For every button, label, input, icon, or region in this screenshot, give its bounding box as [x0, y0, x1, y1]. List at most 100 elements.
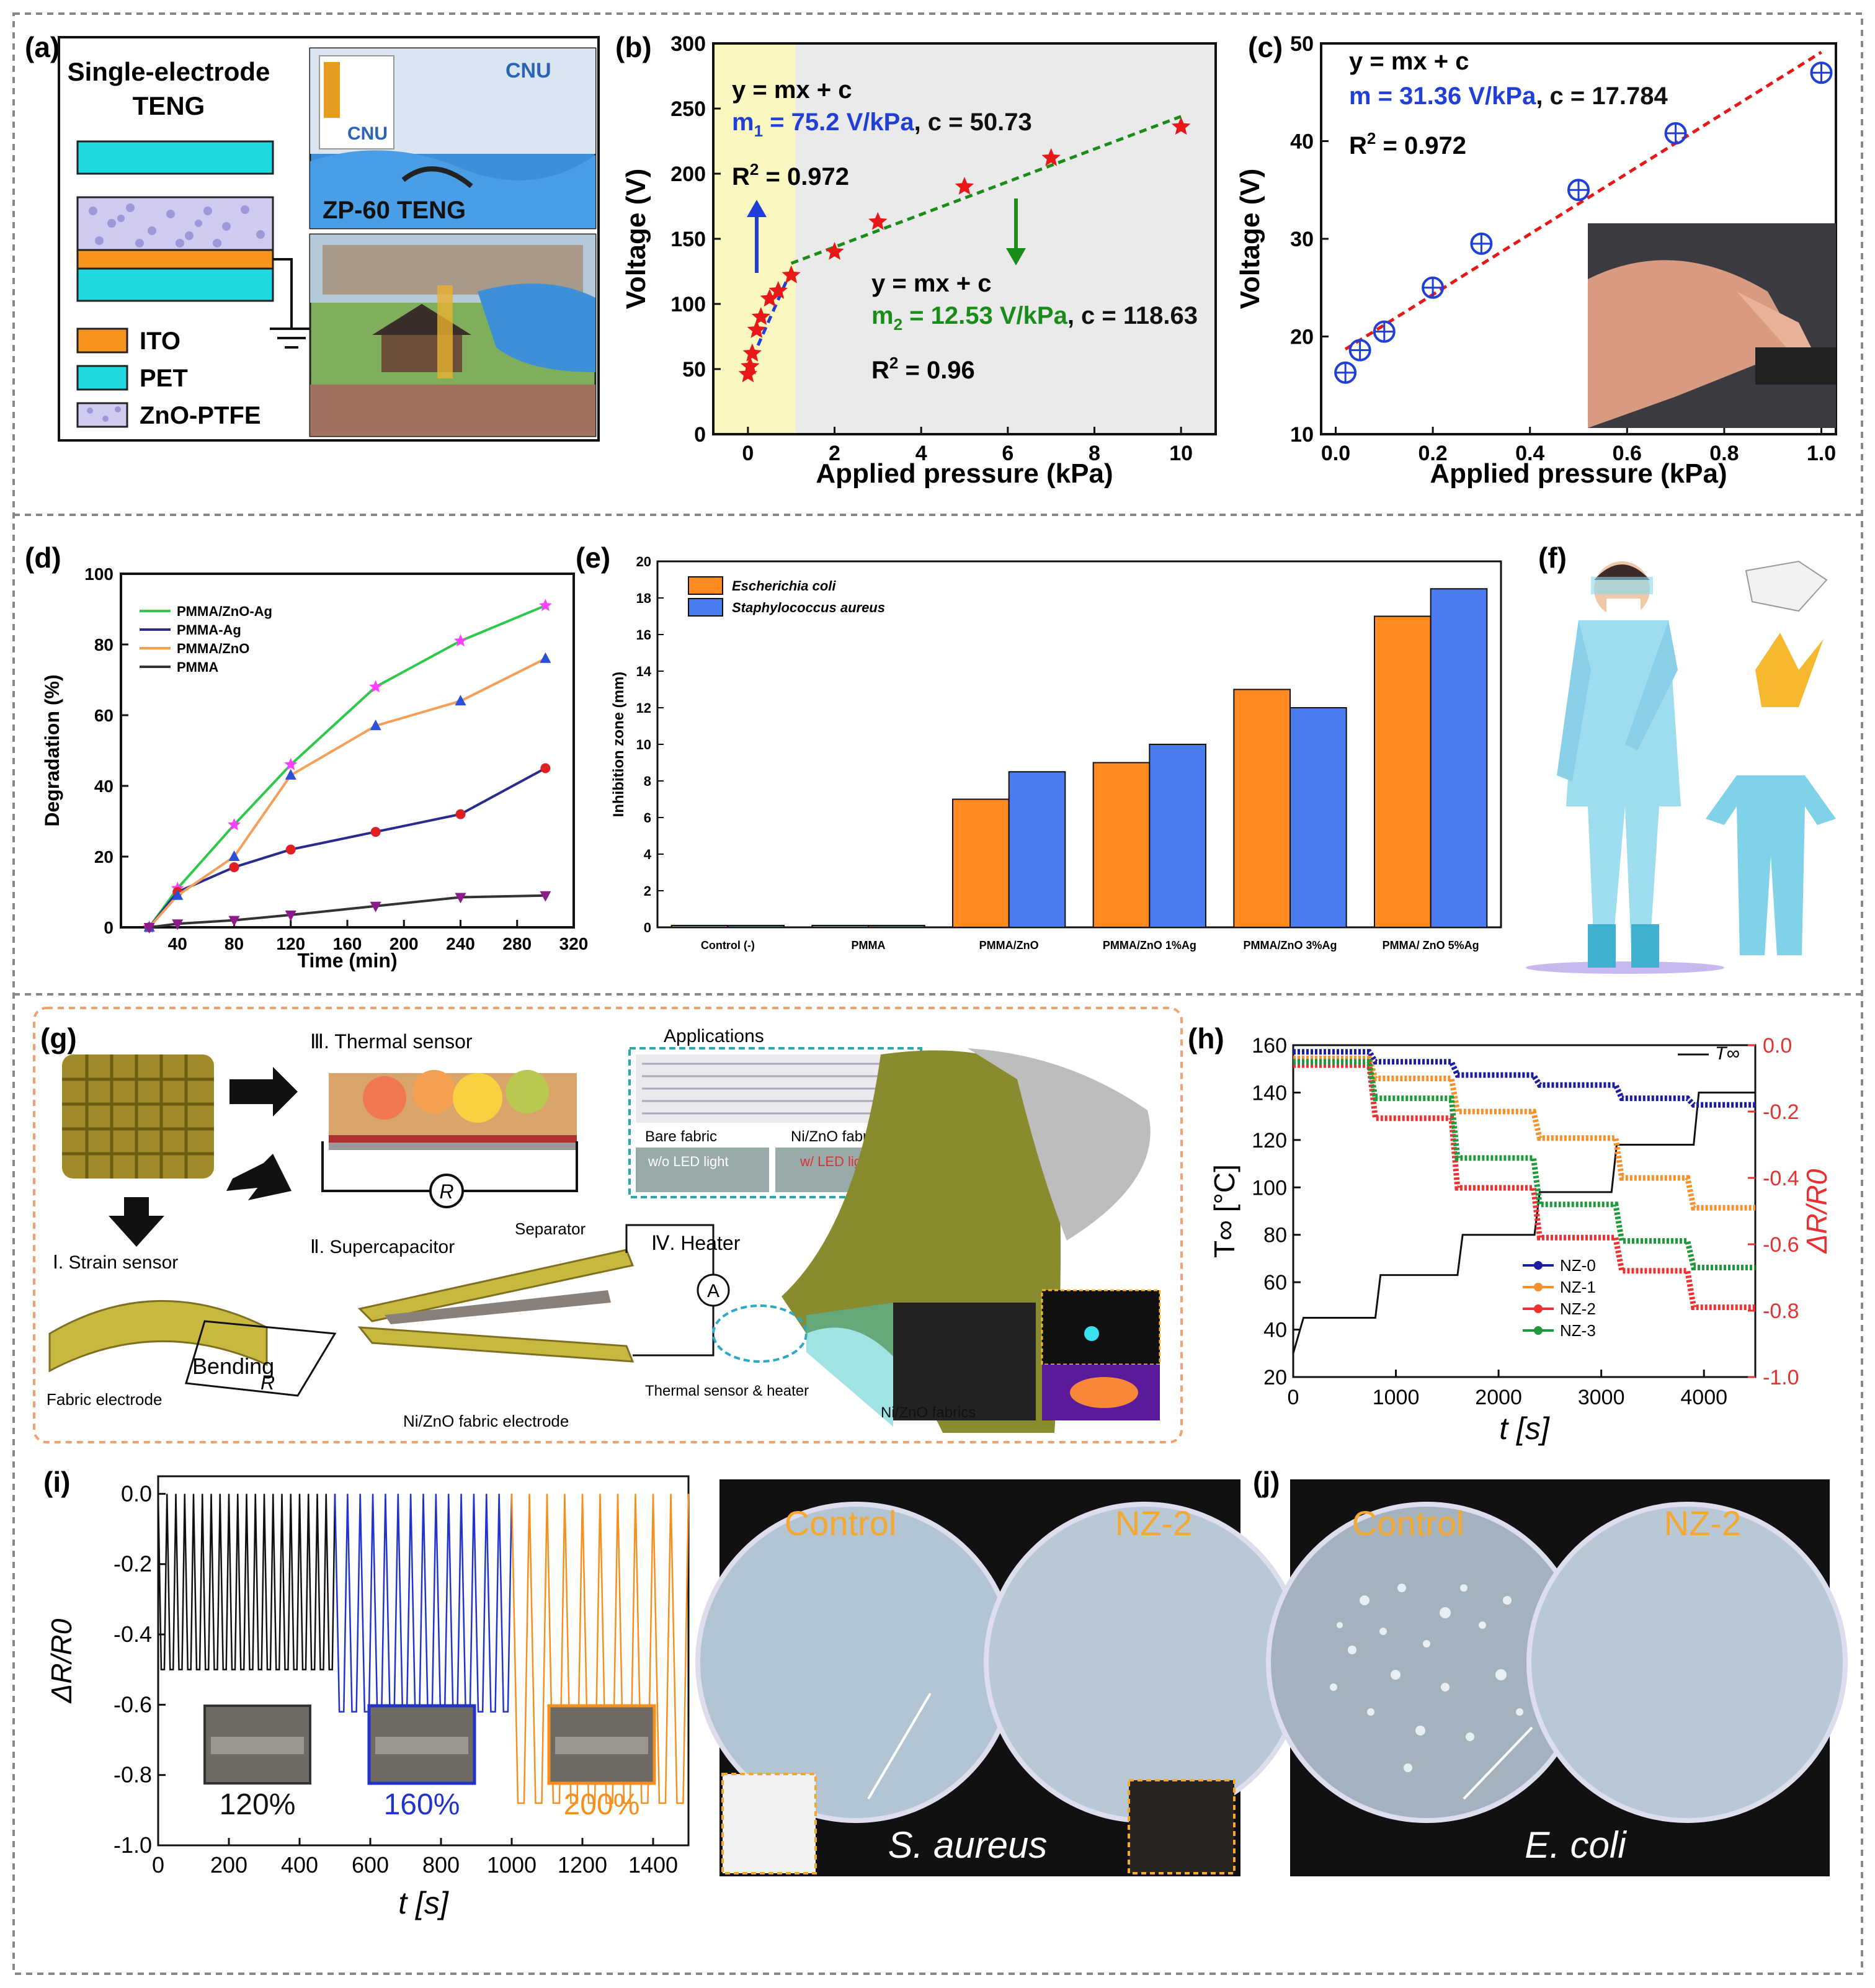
marker-PMMA: [228, 916, 240, 927]
legend-swatch-1: [688, 598, 723, 617]
x-tick-label: PMMA/ZnO 1%Ag: [1103, 939, 1196, 952]
series-NZ-1: [1293, 1055, 1755, 1211]
legend-zno-ptfe: ZnO-PTFE: [140, 402, 261, 429]
y2-tick-label: -1.0: [1763, 1366, 1799, 1389]
pet-top-layer: [76, 140, 274, 175]
legend-label-NZ-1: NZ-1: [1560, 1278, 1596, 1296]
legend-marker-NZ-2: [1534, 1304, 1543, 1313]
y-tick-label: 100: [1252, 1176, 1287, 1200]
x-tick-label: 2000: [1475, 1386, 1522, 1409]
signal-120%: [157, 1494, 336, 1670]
teng-title-2: TENG: [133, 91, 205, 120]
y-axis-label: Voltage (V): [1235, 169, 1265, 310]
y-tick-label: 60: [94, 706, 114, 725]
glove-photo: [893, 1303, 1036, 1420]
data-point: [760, 288, 779, 307]
x-tick-label: 280: [502, 934, 532, 953]
x-tick-label: 4000: [1680, 1386, 1727, 1409]
x-tick-label: 40: [168, 934, 187, 953]
b-r2-1: R2 = 0.972: [732, 160, 849, 190]
y2-tick-label: -0.4: [1763, 1167, 1799, 1190]
chart-e: 0 2 4 6 8 10 12 14 16 18 20 Inhibition zone (mm) Con…: [610, 554, 1502, 952]
bare-fabric-label: Bare fabric: [645, 1128, 717, 1145]
y-tick-label: 4: [644, 847, 652, 862]
y-tick-label: 100: [670, 293, 706, 316]
x-tick-label: 200: [390, 934, 419, 953]
j-nz2-1: NZ-2: [1115, 1504, 1192, 1543]
y2-axis-label: ΔR/R0: [1801, 1169, 1833, 1254]
fit-line: [1344, 51, 1822, 351]
supercapacitor-title: Ⅱ. Supercapacitor: [310, 1237, 455, 1257]
marker-PMMA/ZnO-Ag: [228, 818, 241, 831]
y-tick-label: 10: [1290, 423, 1314, 447]
x-tick-label: 0: [152, 1852, 164, 1878]
legend-label-NZ-2: NZ-2: [1560, 1299, 1596, 1318]
marker-PMMA: [370, 901, 381, 912]
resistor-icon: [429, 1174, 464, 1208]
svg-text:R: R: [439, 1180, 453, 1203]
data-point: [1348, 339, 1371, 362]
x-tick-label: 8: [1089, 442, 1100, 465]
plot-frame: [157, 1475, 690, 1847]
marker-PMMA-Ag: [285, 844, 296, 855]
data-point: [742, 343, 762, 362]
zno-ptfe-layer: [76, 196, 274, 251]
data-point: [1373, 320, 1396, 343]
legend-label-PMMA: PMMA: [177, 659, 218, 675]
bar-escherichia-coli: [670, 925, 729, 928]
c-r2: R2 = 0.972: [1349, 129, 1466, 159]
panel-j: (j) Control NZ-2 S. aureus Control NZ-2 …: [695, 1466, 1848, 1876]
temperature-line: [1292, 1091, 1755, 1354]
marker-PMMA-Ag: [370, 827, 381, 837]
y-tick-label: 20: [1290, 325, 1314, 349]
plot-frame: [1292, 1044, 1757, 1378]
y-tick-label: 160: [1252, 1034, 1287, 1058]
y-tick-label: 2: [644, 883, 651, 899]
x-tick-label: 0: [1288, 1386, 1299, 1409]
y-tick-label: 10: [636, 737, 651, 752]
y-tick-label: 60: [1263, 1271, 1287, 1295]
data-point: [1422, 276, 1445, 299]
petri-dish-nz2-e-coli: [1526, 1502, 1848, 1823]
applications-title: Applications: [664, 1026, 764, 1046]
panel-e-label: (e): [576, 542, 610, 574]
arrow-right-icon: [229, 1067, 298, 1117]
signal-200%: [510, 1494, 690, 1804]
y2-tick-label: 0.0: [1763, 1034, 1792, 1058]
panel-h: (h) 0 1000 2000 3000 4000 20 40 60 80 100 120 140 16…: [1188, 1022, 1833, 1446]
y-tick-label: 40: [1290, 130, 1314, 153]
y2-tick-label: -0.8: [1763, 1299, 1799, 1323]
panel-d: (d) 40 80 120 160 200 240 280 320 0 20 40 60 80 100 Ti…: [25, 542, 588, 971]
x-tick-label: PMMA/ ZnO 5%Ag: [1383, 939, 1479, 952]
marker-PMMA/ZnO: [540, 652, 551, 663]
marker-PMMA/ZnO-Ag: [454, 634, 467, 647]
marker-PMMA: [285, 911, 296, 922]
panel-c-label: (c): [1248, 31, 1283, 63]
y-tick-label: 150: [670, 228, 706, 251]
legend-label-PMMA/ZnO: PMMA/ZnO: [177, 641, 249, 656]
marker-PMMA/ZnO: [455, 695, 466, 706]
suit-icon: [1706, 775, 1836, 955]
c-m: m = 31.36 V/kPa, c = 17.784: [1349, 82, 1668, 110]
chart-d: 40 80 120 160 200 240 280 320 0 20 40 60 80 100 Time (…: [41, 564, 588, 972]
y-tick-label: 16: [636, 627, 651, 643]
c-eq: y = mx + c: [1349, 48, 1469, 75]
x-tick-label: 120: [276, 934, 305, 953]
y-tick-label: 20: [1263, 1366, 1287, 1389]
chart-h: 0 1000 2000 3000 4000 20 40 60 80 100 120 140 160 0.0…: [1208, 1034, 1833, 1446]
bar-staphylococcus-aureus: [868, 925, 925, 928]
legend-label-PMMA/ZnO-Ag: PMMA/ZnO-Ag: [177, 604, 272, 619]
bar-staphylococcus-aureus: [1149, 744, 1207, 928]
petri-dish-control-s-aureus: [695, 1502, 1017, 1823]
data-point: [747, 320, 766, 338]
data-point: [1567, 179, 1590, 202]
y-tick-label: -0.8: [114, 1762, 152, 1788]
bar-staphylococcus-aureus: [1008, 771, 1066, 928]
thermal-sensor-title: Ⅲ. Thermal sensor: [310, 1030, 473, 1053]
bar-staphylococcus-aureus: [1430, 588, 1488, 928]
x-tick-label: 320: [559, 934, 589, 953]
x-tick-label: 0: [742, 442, 754, 465]
x-tick-label: 2: [829, 442, 840, 465]
y-tick-label: 30: [1290, 228, 1314, 251]
